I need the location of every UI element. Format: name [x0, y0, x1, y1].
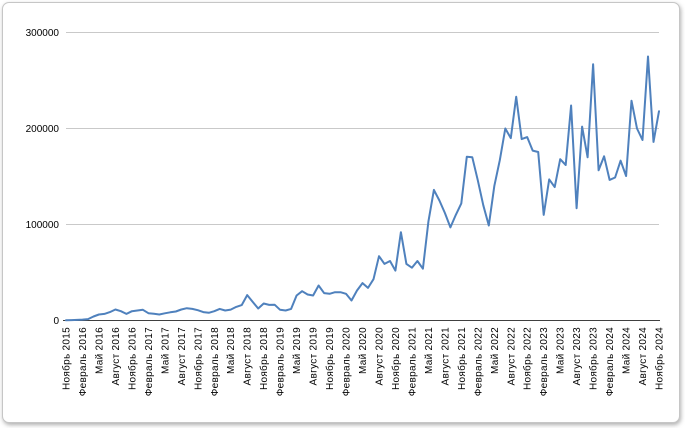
x-axis-tick-label: Август 2023: [572, 327, 583, 386]
x-axis-tick-label: Ноябрь 2019: [324, 327, 336, 390]
x-axis-tick-label: Ноябрь 2024: [654, 327, 666, 390]
x-axis-tick-label: Ноябрь 2017: [192, 327, 204, 390]
y-axis-tick-label: 100000: [26, 220, 60, 231]
x-axis-tick-label: Ноябрь 2022: [522, 327, 534, 390]
x-axis-tick-label: Ноябрь 2023: [588, 327, 600, 390]
y-axis-tick-label: 200000: [26, 124, 60, 135]
x-axis-tick-label: Май 2021: [424, 327, 435, 374]
x-axis-tick-label: Февраль 2016: [78, 327, 89, 396]
x-axis-tick-label: Май 2017: [160, 327, 171, 374]
data-line: [65, 55, 660, 322]
chart-card: [2, 2, 680, 423]
x-axis-tick-label: Август 2017: [177, 327, 188, 386]
x-axis-tick-label: Август 2022: [506, 327, 517, 386]
x-axis-tick-label: Февраль 2023: [539, 327, 550, 396]
x-axis-tick-label: Август 2019: [309, 327, 320, 386]
x-axis-tick-label: Ноябрь 2021: [456, 327, 468, 390]
y-axis-tick-label: 0: [53, 316, 59, 327]
x-axis-tick-label: Май 2018: [226, 327, 237, 374]
x-axis-tick-label: Август 2021: [440, 327, 451, 386]
x-axis-tick-label: Февраль 2019: [276, 327, 287, 396]
x-axis-tick-label: Август 2020: [375, 327, 386, 386]
x-axis-tick-label: Февраль 2017: [144, 327, 155, 396]
x-axis-tick-label: Май 2020: [358, 327, 369, 374]
x-axis-tick-label: Август 2016: [111, 327, 122, 386]
x-axis-tick-label: Февраль 2018: [210, 327, 221, 396]
x-axis-tick-label: Февраль 2024: [605, 327, 616, 396]
x-axis-tick-label: Август 2024: [638, 327, 649, 386]
x-axis-tick-label: Май 2019: [292, 327, 303, 374]
x-axis-tick-label: Февраль 2021: [407, 327, 418, 396]
x-axis-tick-label: Ноябрь 2018: [258, 327, 270, 390]
x-axis-tick-label: Май 2022: [490, 327, 501, 374]
x-axis-tick-label: Февраль 2022: [473, 327, 484, 396]
x-axis-tick-label: Май 2024: [622, 327, 633, 374]
x-axis-tick-label: Ноябрь 2020: [390, 327, 402, 390]
x-axis-tick-label: Ноябрь 2016: [126, 327, 138, 390]
x-axis-tick-label: Февраль 2020: [342, 327, 353, 396]
x-axis-tick-label: Май 2023: [556, 327, 567, 374]
x-axis-tick-label: Ноябрь 2015: [61, 327, 73, 390]
x-axis-tick-label: Август 2018: [243, 327, 254, 386]
y-axis-tick-label: 300000: [26, 28, 60, 39]
x-axis-tick-label: Май 2016: [94, 327, 105, 374]
